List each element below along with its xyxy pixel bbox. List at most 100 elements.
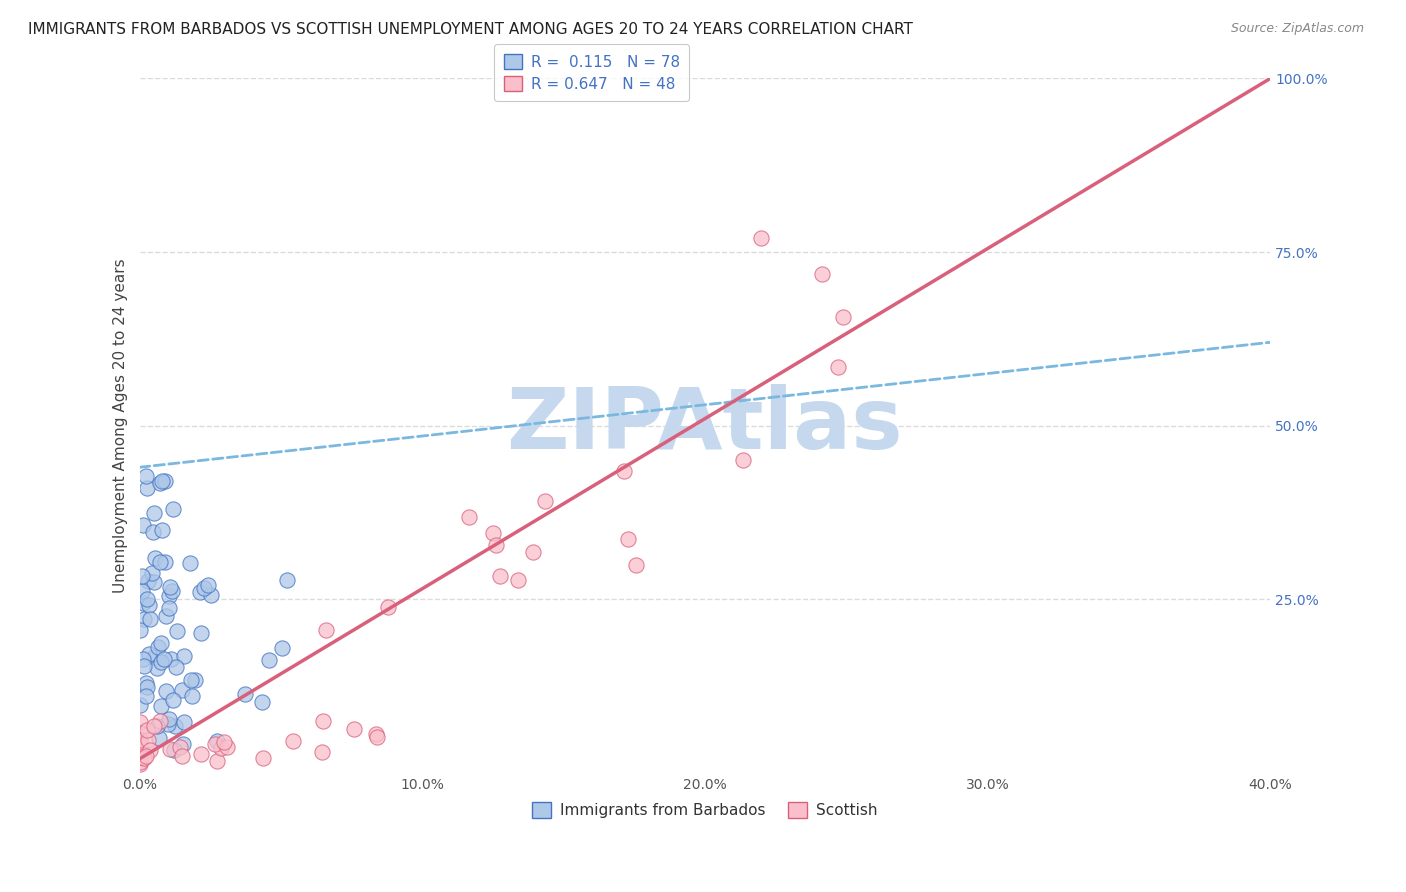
Point (162, 502, 184, 516)
Point (534, 494, 557, 508)
Point (172, 682, 194, 697)
Point (131, 583, 153, 598)
Point (143, 550, 166, 565)
Point (146, 661, 169, 675)
Point (169, 740, 191, 755)
Point (485, 538, 508, 552)
Point (155, 684, 177, 698)
Point (311, 745, 333, 759)
Point (132, 751, 155, 765)
Point (163, 718, 186, 732)
Point (271, 641, 294, 656)
Point (482, 525, 505, 540)
Point (128, 726, 150, 740)
Point (129, 698, 152, 712)
Point (128, 739, 150, 753)
Point (458, 509, 481, 524)
Point (128, 741, 150, 756)
Point (205, 754, 228, 768)
Point (235, 687, 257, 701)
Point (162, 692, 184, 706)
Point (135, 690, 157, 704)
Point (136, 723, 159, 737)
Point (159, 651, 181, 665)
Point (276, 573, 298, 587)
Point (135, 591, 157, 606)
Point (173, 649, 195, 664)
Point (312, 714, 335, 728)
Point (190, 747, 212, 762)
Point (145, 719, 167, 733)
Point (141, 566, 163, 581)
Point (153, 651, 176, 665)
Point (489, 568, 512, 582)
Point (184, 673, 207, 687)
Point (135, 675, 157, 690)
Point (135, 481, 157, 495)
Point (172, 737, 194, 751)
Point (159, 580, 181, 594)
Point (128, 733, 150, 747)
Point (252, 751, 274, 765)
Point (128, 750, 150, 764)
Point (128, 756, 150, 770)
Point (150, 636, 173, 650)
Point (134, 612, 156, 626)
Point (283, 734, 305, 748)
Point (193, 581, 215, 595)
Point (139, 612, 162, 626)
Point (832, 310, 855, 325)
Point (150, 655, 173, 669)
Point (155, 609, 177, 624)
Point (366, 730, 388, 744)
Point (811, 267, 834, 281)
Text: IMMIGRANTS FROM BARBADOS VS SCOTTISH UNEMPLOYMENT AMONG AGES 20 TO 24 YEARS CORR: IMMIGRANTS FROM BARBADOS VS SCOTTISH UNE… (28, 22, 912, 37)
Point (142, 524, 165, 539)
Point (250, 695, 273, 709)
Point (190, 625, 212, 640)
Point (132, 596, 155, 610)
Point (173, 715, 195, 730)
Point (159, 741, 181, 756)
Point (188, 584, 211, 599)
Point (626, 558, 648, 573)
Point (364, 727, 387, 741)
Point (157, 712, 180, 726)
Point (142, 575, 165, 590)
Point (149, 475, 172, 490)
Point (138, 599, 160, 613)
Point (128, 714, 150, 729)
Point (129, 623, 152, 637)
Point (617, 533, 640, 547)
Point (146, 640, 169, 654)
Point (153, 474, 176, 488)
Point (150, 523, 173, 537)
Point (153, 555, 176, 569)
Point (751, 231, 773, 245)
Point (166, 624, 188, 639)
Point (136, 574, 159, 588)
Point (143, 718, 166, 732)
Point (138, 647, 160, 661)
Point (170, 748, 193, 763)
Point (132, 652, 155, 666)
Point (205, 733, 228, 747)
Point (731, 453, 754, 467)
Point (150, 474, 173, 488)
Text: ZIPAtlas: ZIPAtlas (506, 384, 903, 467)
Point (522, 544, 544, 558)
Point (128, 757, 150, 772)
Point (156, 717, 179, 731)
Point (132, 517, 155, 532)
Text: Source: ZipAtlas.com: Source: ZipAtlas.com (1230, 22, 1364, 36)
Point (200, 588, 222, 602)
Point (135, 680, 157, 694)
Point (180, 673, 202, 688)
Point (136, 732, 159, 747)
Point (142, 649, 165, 664)
Point (343, 723, 366, 737)
Point (135, 469, 157, 483)
Point (149, 698, 172, 713)
Point (160, 584, 183, 599)
Point (135, 749, 157, 764)
